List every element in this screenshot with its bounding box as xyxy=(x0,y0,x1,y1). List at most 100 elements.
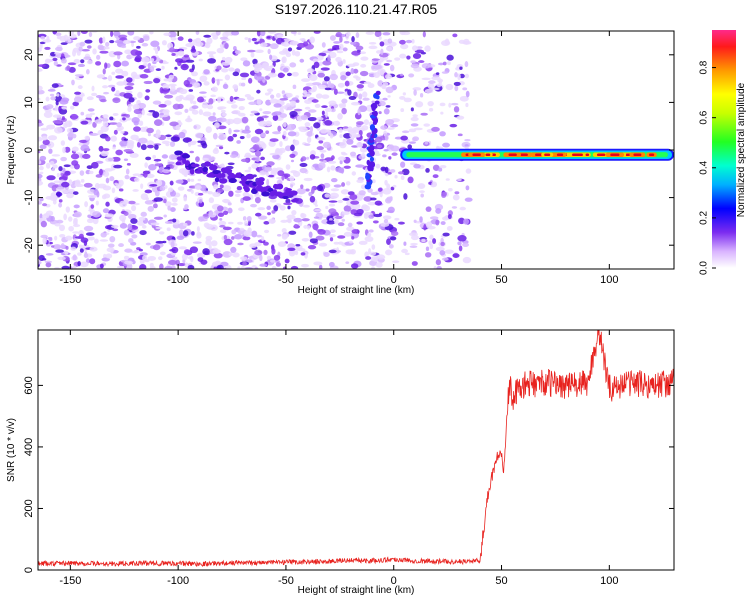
noise-blob xyxy=(243,154,254,158)
noise-blob xyxy=(45,253,54,256)
noise-blob xyxy=(126,263,133,269)
noise-blob xyxy=(287,243,296,250)
noise-blob xyxy=(155,48,159,55)
noise-blob xyxy=(155,133,161,138)
noise-blob xyxy=(56,93,60,97)
noise-blob xyxy=(424,141,429,145)
noise-blob xyxy=(101,257,110,262)
noise-blob xyxy=(88,31,93,38)
noise-blob xyxy=(80,59,85,64)
noise-blob xyxy=(94,238,99,244)
noise-blob xyxy=(304,122,311,127)
noise-blob xyxy=(237,242,244,246)
colorbar-tick-label: 0.2 xyxy=(699,211,710,225)
noise-blob xyxy=(360,56,369,61)
noise-blob xyxy=(300,184,304,189)
noise-blob xyxy=(363,213,369,219)
noise-blob xyxy=(429,216,439,220)
noise-blob xyxy=(368,42,377,45)
noise-blob xyxy=(146,144,155,149)
noise-blob xyxy=(260,42,268,48)
noise-blob xyxy=(82,153,91,159)
spike-blob xyxy=(369,150,375,157)
noise-blob xyxy=(351,229,360,234)
noise-blob xyxy=(456,115,465,120)
noise-blob xyxy=(73,238,78,241)
noise-blob xyxy=(287,205,291,210)
noise-blob xyxy=(201,102,209,109)
noise-blob xyxy=(446,54,454,61)
noise-blob xyxy=(276,233,282,237)
noise-blob xyxy=(447,214,452,220)
noise-blob xyxy=(141,42,149,47)
noise-blob xyxy=(38,122,44,127)
noise-blob xyxy=(198,109,204,115)
track-blob xyxy=(227,171,233,176)
noise-blob xyxy=(330,178,338,183)
noise-blob xyxy=(302,204,310,208)
noise-blob xyxy=(360,63,367,68)
noise-blob xyxy=(184,262,189,268)
noise-blob xyxy=(197,257,204,262)
noise-blob xyxy=(318,162,326,169)
noise-blob xyxy=(108,122,118,125)
noise-blob xyxy=(389,236,397,241)
track-blob xyxy=(289,190,298,196)
noise-blob xyxy=(40,234,48,239)
noise-blob xyxy=(400,108,405,113)
noise-blob xyxy=(137,113,142,119)
noise-blob xyxy=(77,85,83,90)
noise-blob xyxy=(295,99,300,103)
noise-blob xyxy=(73,204,80,209)
noise-blob xyxy=(258,120,268,127)
track-blob xyxy=(261,191,271,197)
noise-blob xyxy=(268,91,272,95)
noise-blob xyxy=(420,193,425,198)
noise-blob xyxy=(103,46,110,50)
noise-blob xyxy=(305,188,310,192)
noise-blob xyxy=(54,266,60,269)
noise-blob xyxy=(351,236,355,240)
noise-blob xyxy=(149,66,155,73)
noise-blob xyxy=(146,173,155,179)
noise-blob xyxy=(42,214,50,219)
noise-blob xyxy=(57,256,66,261)
noise-blob xyxy=(91,92,98,97)
noise-blob xyxy=(147,132,151,137)
noise-blob xyxy=(54,222,61,227)
noise-blob xyxy=(240,256,248,261)
noise-blob xyxy=(126,163,131,166)
noise-blob xyxy=(389,196,393,200)
noise-blob xyxy=(339,71,348,77)
noise-blob xyxy=(269,259,276,263)
noise-blob xyxy=(410,107,414,112)
noise-blob xyxy=(376,254,386,260)
noise-blob xyxy=(55,100,59,106)
noise-blob xyxy=(387,171,392,175)
noise-blob xyxy=(355,45,364,51)
noise-blob xyxy=(137,91,143,99)
noise-blob xyxy=(413,127,423,131)
noise-blob xyxy=(387,206,395,214)
noise-blob xyxy=(112,112,119,116)
noise-blob xyxy=(307,244,317,250)
noise-blob xyxy=(329,73,338,81)
noise-blob xyxy=(119,140,129,147)
noise-blob xyxy=(244,37,249,40)
noise-blob xyxy=(386,46,393,51)
noise-blob xyxy=(370,191,379,196)
noise-blob xyxy=(223,134,227,138)
noise-blob xyxy=(132,103,140,111)
noise-blob xyxy=(350,41,357,46)
noise-blob xyxy=(219,36,229,40)
noise-blob xyxy=(413,89,417,96)
noise-blob xyxy=(350,68,355,75)
noise-blob xyxy=(250,203,257,208)
noise-blob xyxy=(401,31,411,36)
noise-blob xyxy=(383,108,390,115)
noise-blob xyxy=(328,249,337,254)
noise-blob xyxy=(254,194,262,198)
noise-blob xyxy=(129,152,139,158)
noise-blob xyxy=(130,49,139,56)
noise-blob xyxy=(356,221,364,225)
